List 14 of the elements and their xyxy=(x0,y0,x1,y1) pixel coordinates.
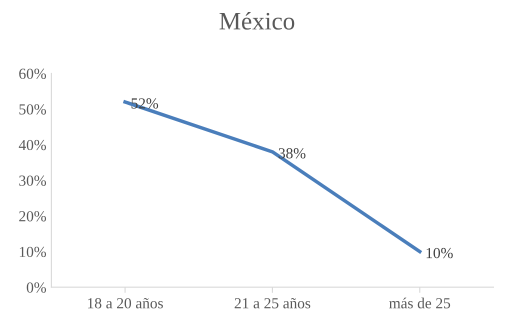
y-tick-label: 10% xyxy=(20,246,46,258)
x-tick-label: 21 a 25 años xyxy=(234,298,310,308)
data-label: 10% xyxy=(426,248,453,258)
y-tick-label: 20% xyxy=(19,211,46,222)
y-tick-label: 30% xyxy=(19,176,46,186)
y-tick-label: 60% xyxy=(19,68,46,79)
y-tick-label: 40% xyxy=(18,140,46,150)
y-tick-label: 0% xyxy=(26,282,46,293)
y-tick-label: 50% xyxy=(19,104,46,115)
x-tick-label: más de 25 xyxy=(389,298,450,308)
data-label: 38% xyxy=(278,148,306,159)
chart-title: México xyxy=(220,12,294,30)
data-label: 52% xyxy=(132,98,158,109)
x-tick-label: 18 a 20 años xyxy=(88,298,163,308)
